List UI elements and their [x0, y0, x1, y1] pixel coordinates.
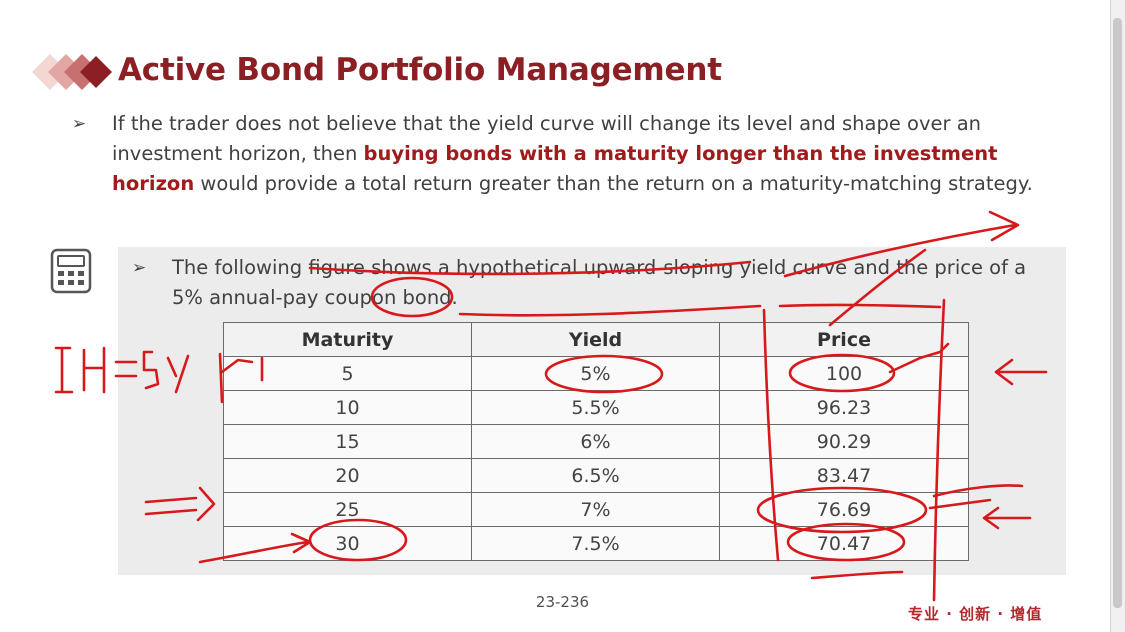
table-row: 20 6.5% 83.47: [223, 458, 969, 493]
cell-price: 96.23: [719, 390, 969, 425]
cell-maturity: 20: [223, 458, 472, 493]
slide-title: Active Bond Portfolio Management: [118, 52, 722, 88]
footer-tagline: 专业 · 创新 · 增值: [908, 605, 1043, 623]
table-row: 10 5.5% 96.23: [223, 390, 969, 425]
cell-maturity: 25: [223, 492, 472, 527]
table-row: 30 7.5% 70.47: [223, 526, 969, 561]
table-row: 25 7% 76.69: [223, 492, 969, 527]
bond-price-table: Maturity Yield Price 5 5% 100 10 5.5% 96…: [223, 322, 969, 561]
cell-price: 76.69: [719, 492, 969, 527]
arrowhead-bullet-icon: ➢: [72, 114, 87, 134]
cell-yield: 7.5%: [471, 526, 720, 561]
header-yield: Yield: [471, 322, 720, 357]
bullet-1-part2: would provide a total return greater tha…: [194, 172, 1033, 195]
cell-yield: 5%: [471, 356, 720, 391]
cell-yield: 5.5%: [471, 390, 720, 425]
page-number: 23-236: [535, 593, 590, 611]
header-maturity: Maturity: [223, 322, 472, 357]
calculator-icon: [50, 248, 92, 294]
cell-yield: 6%: [471, 424, 720, 459]
scrollbar-thumb[interactable]: [1113, 18, 1122, 608]
arrowhead-bullet-icon: ➢: [132, 258, 147, 278]
cell-maturity: 15: [223, 424, 472, 459]
cell-price: 70.47: [719, 526, 969, 561]
cell-price: 83.47: [719, 458, 969, 493]
table-row: 15 6% 90.29: [223, 424, 969, 459]
cell-maturity: 10: [223, 390, 472, 425]
bullet-1: ➢ If the trader does not believe that th…: [72, 109, 1052, 231]
table-header-row: Maturity Yield Price: [223, 322, 969, 357]
bullet-2-text: The following figure shows a hypothetica…: [172, 256, 1027, 309]
diamond-logo-icon: [32, 54, 112, 90]
table-row: 5 5% 100: [223, 356, 969, 391]
cell-price: 100: [719, 356, 969, 391]
cell-yield: 7%: [471, 492, 720, 527]
bullet-1-emphasis: buying bonds with a maturity longer than…: [112, 142, 998, 195]
bullet-1-part1: If the trader does not believe that the …: [112, 112, 982, 165]
header-price: Price: [719, 322, 969, 357]
cell-price: 90.29: [719, 424, 969, 459]
bullet-1-text: If the trader does not believe that the …: [112, 109, 1052, 199]
cell-yield: 6.5%: [471, 458, 720, 493]
cell-maturity: 5: [223, 356, 472, 391]
bullet-2: ➢ The following figure shows a hypotheti…: [132, 253, 1052, 315]
cell-maturity: 30: [223, 526, 472, 561]
